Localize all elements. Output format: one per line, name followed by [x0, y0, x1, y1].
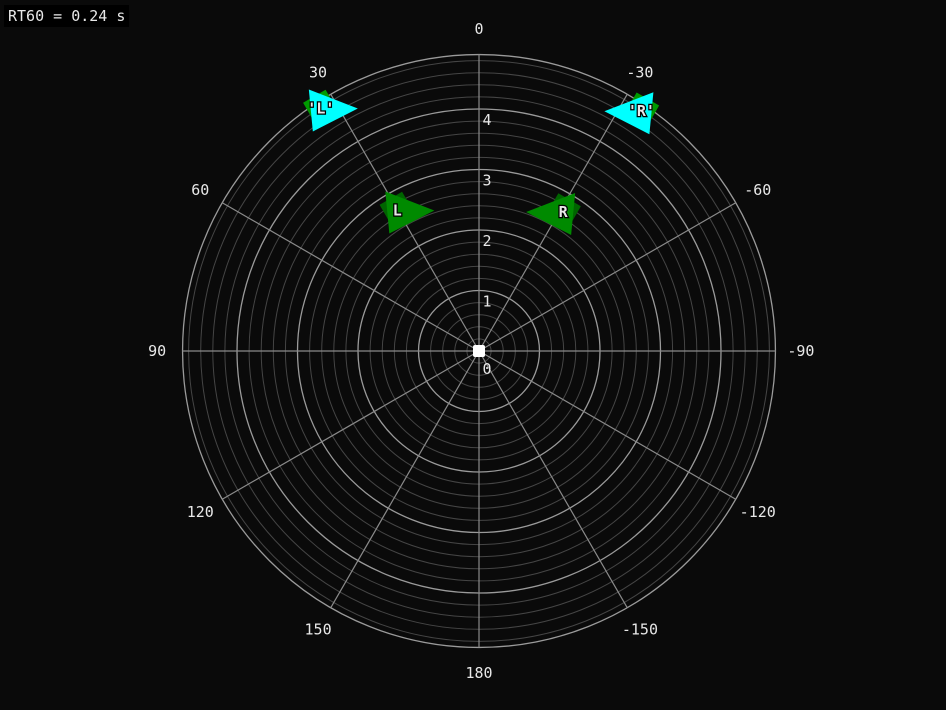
radial-tick-label: 4	[482, 111, 491, 129]
angle-tick-label: -60	[744, 181, 771, 199]
speaker-3[interactable]: 'L'	[303, 89, 358, 132]
angle-spoke	[478, 350, 628, 609]
angle-tick-label: 150	[305, 621, 332, 639]
speaker-cone	[308, 89, 358, 132]
speaker-4[interactable]: 'R'	[604, 92, 660, 135]
angle-spoke	[221, 350, 480, 500]
angle-tick-label: 0	[474, 20, 483, 38]
angle-spoke	[221, 202, 480, 352]
speaker-2[interactable]: R	[526, 192, 581, 235]
angle-tick-label: 60	[191, 181, 209, 199]
speaker-label: R	[559, 203, 569, 221]
speaker-label: 'L'	[307, 99, 334, 117]
speaker-label: 'R'	[628, 102, 655, 120]
radial-tick-label: 0	[482, 360, 491, 378]
rt60-readout: RT60 = 0.24 s	[4, 5, 130, 27]
angle-tick-label: 180	[465, 664, 492, 682]
speaker-cone	[604, 92, 654, 135]
speaker-1[interactable]: L	[379, 191, 435, 234]
radial-tick-label: 1	[482, 293, 491, 311]
listener-marker	[473, 345, 485, 357]
angle-tick-label: -90	[787, 342, 814, 360]
speaker-cone	[526, 192, 576, 235]
angle-tick-label: -120	[740, 503, 776, 521]
angle-tick-label: 90	[148, 342, 166, 360]
speaker-label: L	[393, 202, 402, 220]
angle-tick-label: -30	[626, 63, 653, 81]
angle-tick-label: 120	[187, 503, 214, 521]
radial-tick-label: 2	[482, 232, 491, 250]
angle-tick-label: 30	[309, 63, 327, 81]
radial-tick-label: 3	[482, 172, 491, 190]
speaker-cone	[385, 191, 435, 234]
angle-spoke	[330, 350, 480, 609]
angle-spoke	[478, 202, 737, 352]
angle-spoke	[478, 350, 737, 500]
angle-tick-label: -150	[622, 621, 658, 639]
